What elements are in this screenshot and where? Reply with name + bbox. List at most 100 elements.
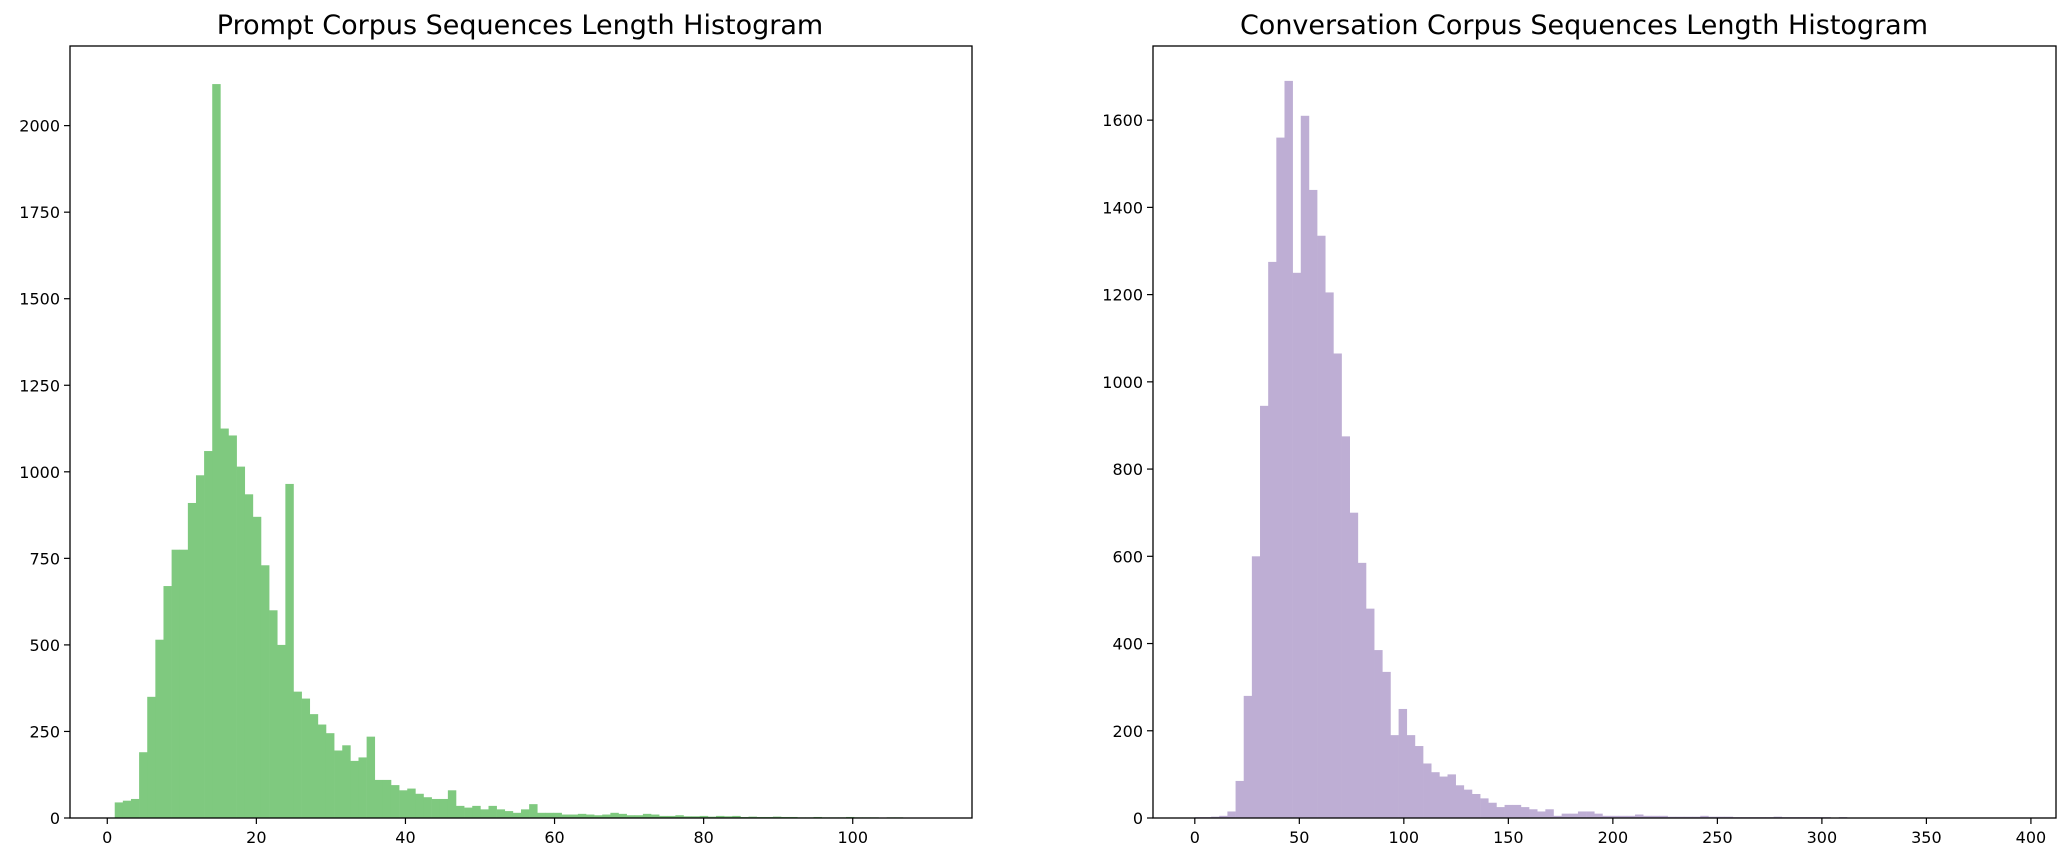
histogram-bar <box>1692 816 1701 818</box>
histogram-bar <box>472 805 481 818</box>
histogram-bar <box>325 733 335 818</box>
histogram-bar <box>529 804 538 818</box>
histogram-bar <box>1317 235 1326 819</box>
histogram-bar <box>334 750 343 818</box>
histogram-bar <box>602 814 611 818</box>
histogram-bar <box>1284 80 1293 818</box>
y-tick-label: 1500 <box>19 290 60 309</box>
histogram-bar <box>1398 708 1408 818</box>
histogram-bar <box>1211 816 1220 818</box>
histogram-bar <box>212 84 221 818</box>
histogram-bar <box>1374 650 1383 818</box>
y-tick-label: 1750 <box>19 203 60 222</box>
y-tick-label: 200 <box>1112 722 1143 741</box>
histogram-bar <box>1659 815 1668 818</box>
histogram-bar <box>1243 695 1253 818</box>
histogram-bar <box>1349 512 1359 818</box>
y-tick-label: 1200 <box>1102 286 1143 305</box>
histogram-bar <box>521 809 530 818</box>
histogram-bar <box>1643 815 1652 818</box>
histogram-bar <box>732 815 741 818</box>
histogram-bars <box>114 84 928 818</box>
histogram-bar <box>464 807 473 818</box>
histogram-bar <box>390 785 400 818</box>
histogram-bar <box>1586 811 1595 818</box>
histogram-bar <box>1366 608 1375 818</box>
histogram-bar <box>1512 804 1522 818</box>
histogram-bar <box>252 516 262 818</box>
histogram-bar <box>1602 815 1611 818</box>
histogram-bar <box>537 812 546 818</box>
histogram-bar <box>228 435 237 818</box>
histogram-bar <box>220 428 229 818</box>
y-tick-label: 250 <box>29 722 60 741</box>
x-tick-label: 100 <box>837 828 868 847</box>
histogram-bar <box>699 815 709 818</box>
x-tick-label: 100 <box>1389 828 1420 847</box>
x-tick-label: 350 <box>1911 828 1942 847</box>
histogram-bar <box>1577 811 1587 818</box>
histogram-bar <box>147 696 156 818</box>
histogram-bar <box>139 752 148 818</box>
plot-frame <box>1152 45 2057 819</box>
histogram-bar <box>1308 189 1318 818</box>
histogram-bar <box>179 549 189 818</box>
histogram-bar <box>187 502 197 818</box>
conversation-histogram-chart: Conversation Corpus Sequences Length His… <box>1102 10 2057 847</box>
histogram-bar <box>1333 353 1342 818</box>
histogram-bar <box>1651 815 1660 818</box>
histogram-bar <box>561 814 571 818</box>
histogram-bar <box>122 800 132 818</box>
histogram-bar <box>1431 772 1440 818</box>
y-tick-label: 0 <box>50 809 60 828</box>
histogram-bar <box>577 813 587 818</box>
histogram-bar <box>1300 115 1310 819</box>
x-tick-label: 40 <box>395 828 415 847</box>
histogram-bar <box>545 812 554 818</box>
y-tick-label: 800 <box>1112 460 1143 479</box>
x-tick-label: 250 <box>1702 828 1733 847</box>
histogram-bar <box>130 798 140 818</box>
histogram-bars <box>1194 80 2011 819</box>
histogram-bar <box>1553 815 1562 818</box>
histogram-bar <box>772 816 782 818</box>
histogram-bar <box>1724 816 1734 818</box>
histogram-bar <box>244 494 254 818</box>
histogram-bar <box>1357 562 1367 818</box>
histogram-bar <box>1773 816 1783 818</box>
histogram-bar <box>415 793 424 818</box>
y-tick-label: 1000 <box>1102 373 1143 392</box>
histogram-bar <box>1292 272 1302 818</box>
axis-ticks: 0 20 40 60 80 1000250500750100012501500175020… <box>19 117 868 847</box>
histogram-bar <box>309 714 319 818</box>
y-tick-label: 2000 <box>19 117 60 136</box>
x-tick-label: 50 <box>1289 828 1309 847</box>
histogram-bar <box>716 815 725 818</box>
histogram-bar <box>447 790 457 818</box>
histogram-bar <box>675 815 684 818</box>
histogram-bar <box>626 815 636 818</box>
x-tick-label: 0 <box>1190 828 1200 847</box>
histogram-bar <box>301 698 311 818</box>
histogram-bar <box>659 815 668 818</box>
histogram-bar <box>512 812 522 818</box>
axis-ticks: 0 50 100 150 200 250 300 350 400 0 200 400 600 800 100… <box>1102 111 2046 847</box>
y-tick-label: 1250 <box>19 376 60 395</box>
histogram-bar <box>1439 776 1448 818</box>
histogram-bar <box>1635 814 1644 818</box>
histogram-bar <box>423 797 432 818</box>
histogram-bar <box>1561 813 1571 818</box>
histogram-bar <box>456 805 465 818</box>
histogram-bar <box>1610 815 1620 818</box>
x-tick-label: 80 <box>693 828 713 847</box>
histogram-bar <box>1716 816 1725 818</box>
histogram-bar <box>594 815 603 818</box>
histogram-bar <box>707 816 717 818</box>
histogram-bar <box>651 814 660 818</box>
histogram-bar <box>610 812 619 818</box>
plot-frame <box>69 45 973 819</box>
histogram-bar <box>634 815 644 818</box>
histogram-bar <box>195 475 205 818</box>
x-tick-label: 20 <box>246 828 266 847</box>
histogram-bar <box>642 813 652 818</box>
